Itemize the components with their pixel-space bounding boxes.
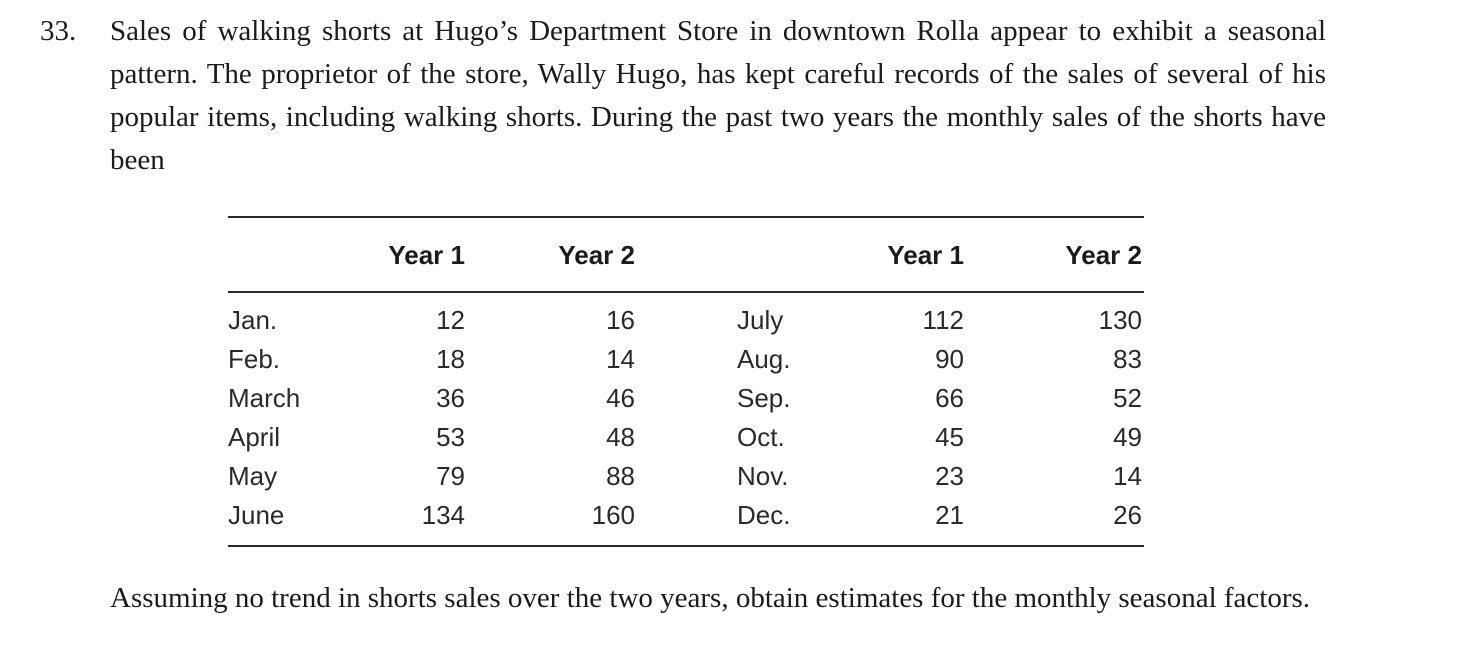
value-cell: 36	[436, 383, 465, 413]
month-cell: Nov.	[737, 461, 789, 491]
header-month-right	[645, 217, 875, 292]
problem-intro-text: Sales of walking shorts at Hugo’s Depart…	[110, 15, 1326, 176]
value-cell: 48	[606, 422, 635, 452]
month-cell: April	[228, 422, 281, 452]
month-cell: May	[228, 461, 278, 491]
month-cell: Sep.	[737, 383, 791, 413]
month-cell: March	[228, 383, 301, 413]
month-cell: June	[228, 500, 285, 530]
header-year1-right: Year 1	[887, 240, 964, 270]
value-cell: 46	[606, 383, 635, 413]
month-cell: Oct.	[737, 422, 785, 452]
value-cell: 18	[436, 344, 465, 374]
month-cell: Dec.	[737, 500, 791, 530]
value-cell: 49	[1113, 422, 1142, 452]
table-row: May 79 88 Nov. 23 14	[228, 457, 1144, 496]
value-cell: 79	[436, 461, 465, 491]
problem-number: 33.	[40, 15, 77, 47]
value-cell: 88	[606, 461, 635, 491]
table-row: Feb. 18 14 Aug. 90 83	[228, 340, 1144, 379]
table-row: April 53 48 Oct. 45 49	[228, 418, 1144, 457]
table-row: June 134 160 Dec. 21 26	[228, 496, 1144, 546]
problem-33: 33. Sales of walking shorts at Hugo’s De…	[0, 10, 1482, 620]
value-cell: 130	[1098, 305, 1142, 335]
value-cell: 45	[935, 422, 964, 452]
value-cell: 12	[436, 305, 465, 335]
month-cell: Aug.	[737, 344, 791, 374]
problem-question-text: Assuming no trend in shorts sales over t…	[110, 582, 1311, 614]
value-cell: 26	[1113, 500, 1142, 530]
header-year2-left: Year 2	[558, 240, 635, 270]
header-year2-right: Year 2	[1065, 240, 1142, 270]
value-cell: 14	[606, 344, 635, 374]
value-cell: 134	[421, 500, 465, 530]
value-cell: 53	[436, 422, 465, 452]
month-cell: Feb.	[228, 344, 281, 374]
month-cell: July	[737, 305, 784, 335]
value-cell: 52	[1113, 383, 1142, 413]
table-row: March 36 46 Sep. 66 52	[228, 379, 1144, 418]
value-cell: 83	[1113, 344, 1142, 374]
value-cell: 112	[922, 305, 964, 335]
value-cell: 160	[591, 500, 635, 530]
table-row: Jan. 12 16 July 112 130	[228, 292, 1144, 340]
value-cell: 23	[935, 461, 964, 491]
value-cell: 21	[935, 500, 964, 530]
problem-body: Sales of walking shorts at Hugo’s Depart…	[110, 10, 1326, 620]
header-month-left	[228, 217, 333, 292]
monthly-sales-table: Year 1 Year 2 Year 1 Year 2 Jan. 12 16 J…	[228, 216, 1144, 547]
value-cell: 66	[935, 383, 964, 413]
value-cell: 90	[935, 344, 964, 374]
month-cell: Jan.	[228, 305, 278, 335]
table-header-row: Year 1 Year 2 Year 1 Year 2	[228, 217, 1144, 292]
value-cell: 14	[1113, 461, 1142, 491]
value-cell: 16	[606, 305, 635, 335]
header-year1-left: Year 1	[388, 240, 465, 270]
